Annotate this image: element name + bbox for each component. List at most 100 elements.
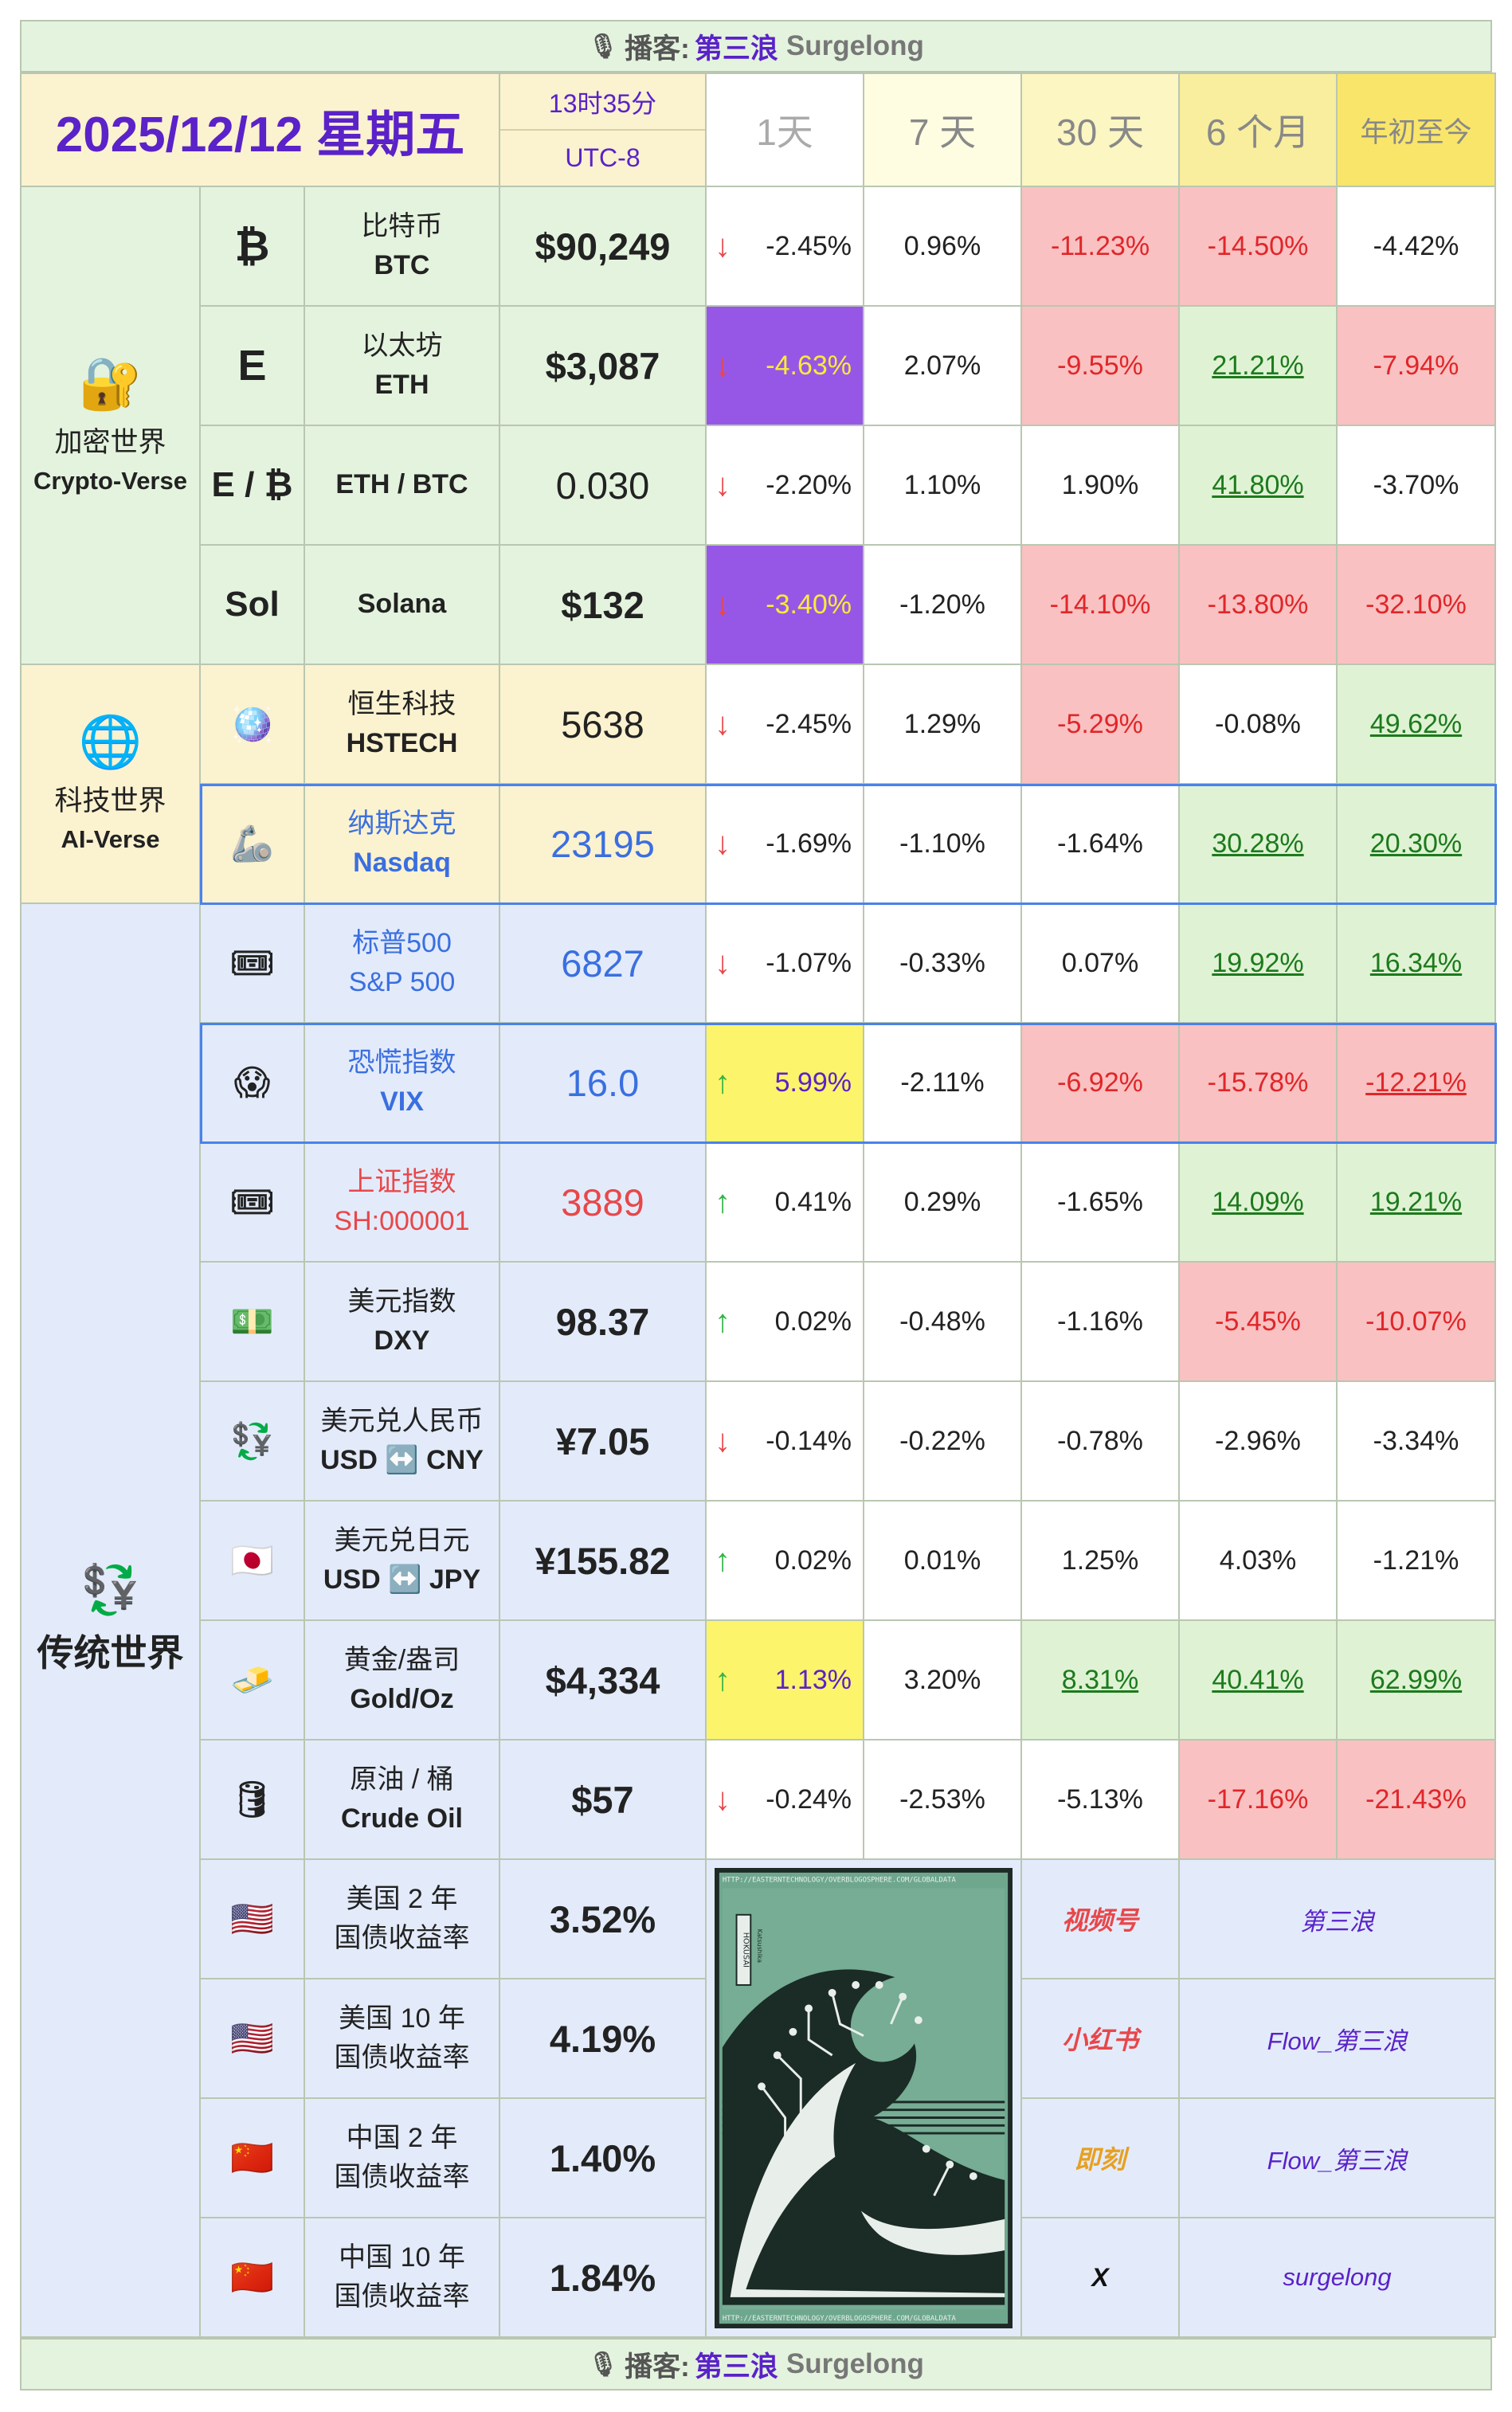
asset-name-eth: 以太坊 ETH xyxy=(305,307,500,426)
arrow-down-icon: ↓ xyxy=(715,467,731,503)
asset-name-en: Solana xyxy=(357,589,447,620)
price-nasdaq: 23195 xyxy=(500,785,707,904)
change-30d-usd-jpy: 1.25% xyxy=(1022,1502,1180,1621)
change-1d-solana: ↓ -3.40% xyxy=(707,546,864,665)
arrow-down-icon: ↓ xyxy=(715,228,731,264)
change-7d-usd-jpy: 0.01% xyxy=(864,1502,1022,1621)
asset-name-zh: 比特币 xyxy=(361,210,443,241)
asset-name-zh: 美元指数 xyxy=(347,1286,456,1317)
social-handle-x[interactable]: surgelong xyxy=(1180,2218,1496,2338)
asset-name-sub: 国债收益率 xyxy=(334,2281,470,2312)
change-30d-solana: -14.10% xyxy=(1022,546,1180,665)
banner-podcast-name: 第三浪 xyxy=(694,33,778,65)
asset-name-zh: 以太坊 xyxy=(361,330,443,361)
flexed-biceps-icon: 🦾 xyxy=(201,785,305,904)
change-ytd-vix: -12.21% xyxy=(1338,1024,1496,1143)
time-label: 13时35分 xyxy=(500,74,705,131)
change-ytd-btc: -4.42% xyxy=(1338,187,1496,307)
change-1d-vix: ↑ 5.99% xyxy=(707,1024,864,1143)
change-30d-nasdaq: -1.64% xyxy=(1022,785,1180,904)
change-6m-usd-jpy: 4.03% xyxy=(1180,1502,1338,1621)
asset-name-gold: 黄金/盎司 Gold/Oz xyxy=(305,1621,500,1740)
change-7d-btc: 0.96% xyxy=(864,187,1022,307)
asset-name-cn-2y: 中国 2 年 国债收益率 xyxy=(305,2099,500,2218)
social-platform-x: X xyxy=(1022,2218,1180,2338)
asset-name-us-10y: 美国 10 年 国债收益率 xyxy=(305,1979,500,2099)
yield-cn-10y: 1.84% xyxy=(500,2218,707,2338)
asset-name-en: SH:000001 xyxy=(334,1206,470,1236)
change-30d-eth: -9.55% xyxy=(1022,307,1180,426)
currency-exchange-icon: 💱 xyxy=(201,1382,305,1502)
us-flag-icon: 🇺🇸 xyxy=(201,1860,305,1979)
change-ytd-hstech: 49.62% xyxy=(1338,665,1496,785)
banner-label: 播客: xyxy=(625,2351,690,2383)
asset-name-dxy: 美元指数 DXY xyxy=(305,1263,500,1382)
asset-name-btc: 比特币 BTC xyxy=(305,187,500,307)
asset-name-en: USD ↔️ JPY xyxy=(323,1564,481,1595)
social-handle-wechat-channels[interactable]: 第三浪 xyxy=(1180,1860,1496,1979)
change-1d-nasdaq: ↓ -1.69% xyxy=(707,785,864,904)
change-6m-nasdaq: 30.28% xyxy=(1180,785,1338,904)
asset-name-zh: 黄金/盎司 xyxy=(343,1644,460,1675)
asset-name-en: BTC xyxy=(374,250,430,280)
change-7d-eth-btc: 1.10% xyxy=(864,426,1022,546)
social-platform-jike: 即刻 xyxy=(1022,2099,1180,2218)
change-6m-dxy: -5.45% xyxy=(1180,1263,1338,1382)
eth-btc-icon: E / ₿ xyxy=(201,426,305,546)
yield-cn-2y: 1.40% xyxy=(500,2099,707,2218)
change-30d-vix: -6.92% xyxy=(1022,1024,1180,1143)
asset-name-eth-btc: ETH / BTC xyxy=(305,426,500,546)
change-1d-eth-btc: ↓ -2.20% xyxy=(707,426,864,546)
asset-name-zh: 美国 2 年 xyxy=(346,1883,458,1914)
change-30d-dxy: -1.16% xyxy=(1022,1263,1180,1382)
social-handle-xiaohongshu[interactable]: Flow_第三浪 xyxy=(1180,1979,1496,2099)
timezone-label: UTC-8 xyxy=(565,143,640,172)
price-solana: $132 xyxy=(500,546,707,665)
wave-url-text-top: HTTP://EASTERNTECHNOLOGY/OVERBLOGOSPHERE… xyxy=(723,1877,957,1885)
asset-name-zh: 纳斯达克 xyxy=(347,808,456,839)
period-header-6m: 6 个月 xyxy=(1180,74,1338,187)
gold-bar-icon: 🧈 xyxy=(201,1621,305,1740)
asset-name-zh: 美元兑日元 xyxy=(334,1525,470,1556)
change-ytd-solana: -32.10% xyxy=(1338,546,1496,665)
arrow-up-icon: ↑ xyxy=(715,1662,731,1697)
social-platform-xiaohongshu: 小红书 xyxy=(1022,1979,1180,2099)
change-1d-eth: ↓ -4.63% xyxy=(707,307,864,426)
group-crypto-zh: 加密世界 xyxy=(54,426,166,458)
change-6m-sse: 14.09% xyxy=(1180,1143,1338,1263)
arrow-up-icon: ↑ xyxy=(715,1184,731,1220)
group-traditional: 💱 传统世界 xyxy=(22,904,201,2338)
asset-name-en: Gold/Oz xyxy=(350,1684,454,1714)
asset-name-zh: 恐慌指数 xyxy=(347,1047,456,1078)
change-6m-btc: -14.50% xyxy=(1180,187,1338,307)
asset-name-en: USD ↔️ CNY xyxy=(320,1445,484,1475)
change-6m-sp500: 19.92% xyxy=(1180,904,1338,1024)
dollar-banknote-icon: 💵 xyxy=(201,1263,305,1382)
banner-podcast-name-en: Surgelong xyxy=(785,2348,924,2379)
asset-name-en: VIX xyxy=(380,1087,424,1117)
us-flag-icon: 🇺🇸 xyxy=(201,1979,305,2099)
change-30d-crude-oil: -5.13% xyxy=(1022,1740,1180,1860)
asset-name-en: DXY xyxy=(374,1325,430,1356)
asset-name-usd-jpy: 美元兑日元 USD ↔️ JPY xyxy=(305,1502,500,1621)
change-6m-eth: 21.21% xyxy=(1180,307,1338,426)
change-1d-gold: ↑ 1.13% xyxy=(707,1621,864,1740)
period-header-1d: 1天 xyxy=(707,74,864,187)
arrow-up-icon: ↑ xyxy=(715,1542,731,1578)
change-1d-usd-cny: ↓ -0.14% xyxy=(707,1382,864,1502)
asset-name-sub: 国债收益率 xyxy=(334,2162,470,2192)
asset-name-zh: 恒生科技 xyxy=(347,688,456,719)
change-ytd-dxy: -10.07% xyxy=(1338,1263,1496,1382)
change-30d-sse: -1.65% xyxy=(1022,1143,1180,1263)
group-crypto-en: Crypto-Verse xyxy=(33,466,187,495)
yield-us-10y: 4.19% xyxy=(500,1979,707,2099)
asset-name-zh: 中国 10 年 xyxy=(339,2242,465,2273)
asset-name-en: ETH xyxy=(374,370,429,400)
change-1d-crude-oil: ↓ -0.24% xyxy=(707,1740,864,1860)
asset-name-sp500: 标普500 S&P 500 xyxy=(305,904,500,1024)
ticket-icon: 🎟 xyxy=(201,1143,305,1263)
social-handle-jike[interactable]: Flow_第三浪 xyxy=(1180,2099,1496,2218)
arrow-down-icon: ↓ xyxy=(715,825,731,861)
asset-name-zh: 美国 10 年 xyxy=(339,2003,465,2034)
group-ai-en: AI-Verse xyxy=(61,824,160,853)
